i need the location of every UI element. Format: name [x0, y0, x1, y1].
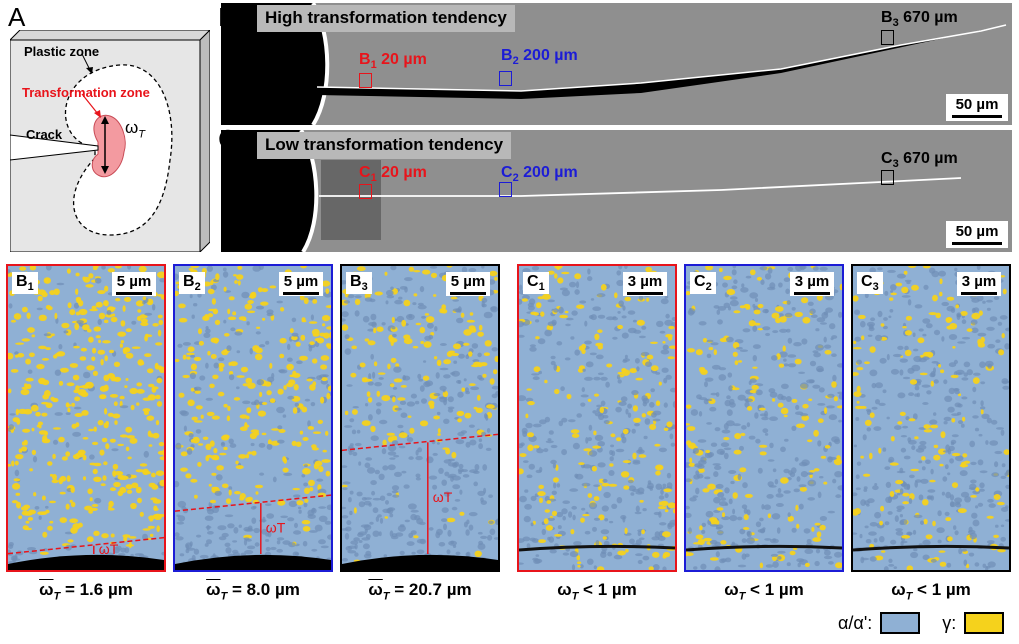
caption-c2: ωT < 1 µm [724, 580, 804, 603]
micrograph-c2-tag: C2 [690, 272, 716, 295]
strip-b-scale-bar: 50 µm [946, 94, 1008, 121]
strip-c-scale-bar: 50 µm [946, 221, 1008, 248]
site-b1-label: B1 20 µm [359, 51, 427, 72]
micrograph-b1-texture: ωT [8, 266, 164, 570]
micrograph-c3: C3 3 µm [851, 264, 1011, 572]
site-c2-label: C2 200 µm [501, 164, 578, 185]
site-c2-box [499, 182, 512, 197]
site-b2-box [499, 71, 512, 86]
micrograph-c2-texture [686, 266, 842, 570]
caption-b3: ωT = 20.7 µm [368, 580, 472, 603]
micrograph-c3-scale: 3 µm [957, 272, 1001, 296]
crack-tip-schematic [10, 30, 210, 252]
micrograph-b2-tag: B2 [179, 272, 205, 295]
micrograph-c2-scale: 3 µm [790, 272, 834, 296]
strip-c-title: Low transformation tendency [257, 132, 512, 159]
legend-gamma-swatch [964, 612, 1005, 634]
micrograph-b2-texture: ωT [175, 266, 331, 570]
site-b3-box [881, 30, 894, 45]
site-b3-label: B3 670 µm [881, 9, 958, 30]
micrograph-c1-scale: 3 µm [623, 272, 667, 296]
legend-alpha-label: α/α': [838, 612, 873, 633]
panel-letter-a: A [8, 2, 26, 32]
caption-b2: ωT = 8.0 µm [206, 580, 300, 603]
micrograph-b3-scale: 5 µm [446, 272, 490, 296]
legend: α/α': γ: [838, 612, 1005, 634]
site-c1-label: C1 20 µm [359, 164, 427, 185]
strip-b-title: High transformation tendency [257, 5, 515, 32]
site-b1-box [359, 73, 372, 88]
micrograph-b2: ωT B2 5 µm [173, 264, 333, 572]
caption-c1: ωT < 1 µm [557, 580, 637, 603]
micrograph-b3: ωT B3 5 µm [340, 264, 500, 572]
micrograph-c1-tag: C1 [523, 272, 549, 295]
micrograph-b3-texture: ωT [342, 266, 498, 570]
omega-t-label: ωT [125, 118, 146, 141]
strip-high-tendency: High transformation tendency B1 20 µm B2… [221, 3, 1012, 125]
site-c1-box [359, 184, 372, 199]
micrograph-b1-tag: B1 [12, 272, 38, 295]
site-c3-label: C3 670 µm [881, 150, 958, 171]
micrograph-b1: ωT B1 5 µm [6, 264, 166, 572]
micrograph-c3-texture [853, 266, 1009, 570]
omega-t-marker: ωT [433, 489, 453, 505]
legend-alpha-swatch [880, 612, 921, 634]
site-c3-box [881, 170, 894, 185]
caption-b1: ωT = 1.6 µm [39, 580, 133, 603]
site-b2-label: B2 200 µm [501, 47, 578, 68]
micrograph-c2: C2 3 µm [684, 264, 844, 572]
strip-low-tendency: Low transformation tendency C1 20 µm C2 … [221, 130, 1012, 252]
micrograph-b1-scale: 5 µm [112, 272, 156, 296]
micrograph-c1-texture [519, 266, 675, 570]
legend-gamma-label: γ: [942, 612, 957, 633]
micrograph-c3-tag: C3 [857, 272, 883, 295]
omega-t-marker: ωT [99, 541, 119, 557]
micrograph-b3-tag: B3 [346, 272, 372, 295]
transformation-zone-label: Transformation zone [22, 85, 150, 100]
omega-t-marker: ωT [266, 520, 286, 536]
plastic-zone-label: Plastic zone [24, 44, 100, 59]
caption-c3: ωT < 1 µm [891, 580, 971, 603]
micrograph-c1: C1 3 µm [517, 264, 677, 572]
micrograph-b2-scale: 5 µm [279, 272, 323, 296]
crack-label: Crack [26, 127, 63, 142]
